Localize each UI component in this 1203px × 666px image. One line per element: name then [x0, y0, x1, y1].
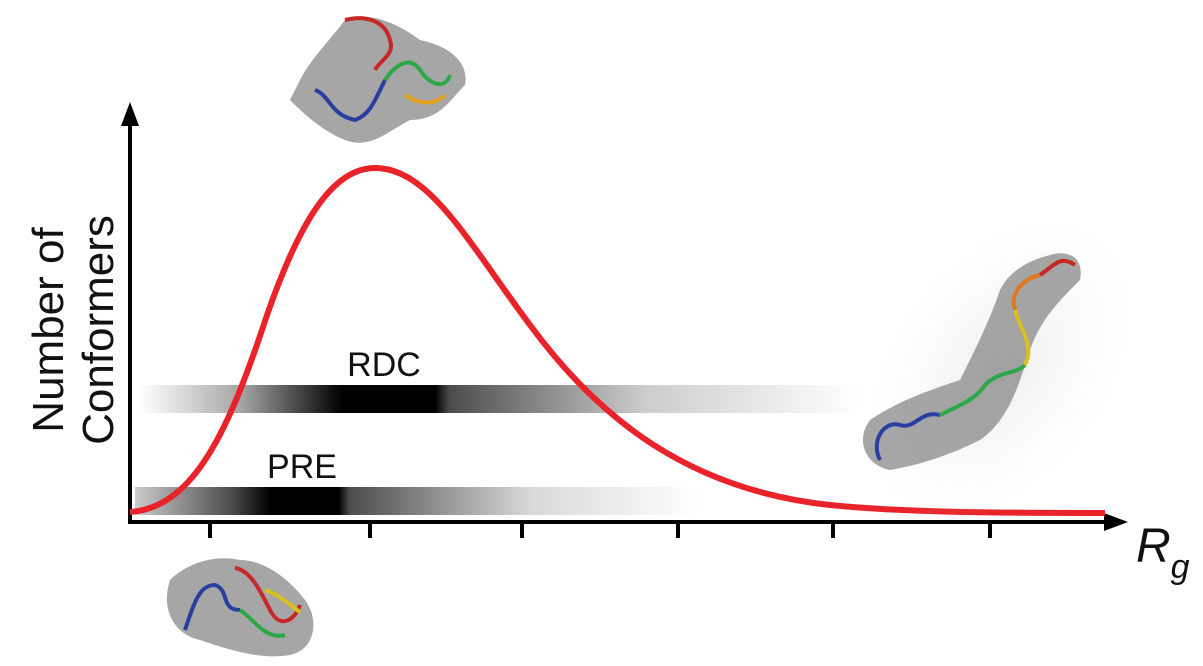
protein-extended	[862, 217, 1133, 523]
band-label: PRE	[267, 448, 337, 486]
y-label-line: Conformers	[74, 215, 123, 445]
pre-band	[135, 487, 700, 515]
x-label-main: R	[1136, 520, 1171, 573]
y-label-line: Number of	[24, 227, 73, 433]
y-axis-label: Number of Conformers	[24, 215, 123, 445]
band-label: RDC	[347, 346, 421, 384]
protein-compact-top	[290, 16, 466, 143]
distribution-curve	[129, 164, 1106, 516]
y-arrow	[121, 102, 139, 126]
x-axis-label: Rg	[1136, 520, 1190, 586]
x-label-subscript: g	[1171, 548, 1190, 586]
x-arrow	[1104, 513, 1128, 531]
protein-compact-bottom	[166, 558, 314, 657]
rdc-band	[140, 385, 860, 413]
